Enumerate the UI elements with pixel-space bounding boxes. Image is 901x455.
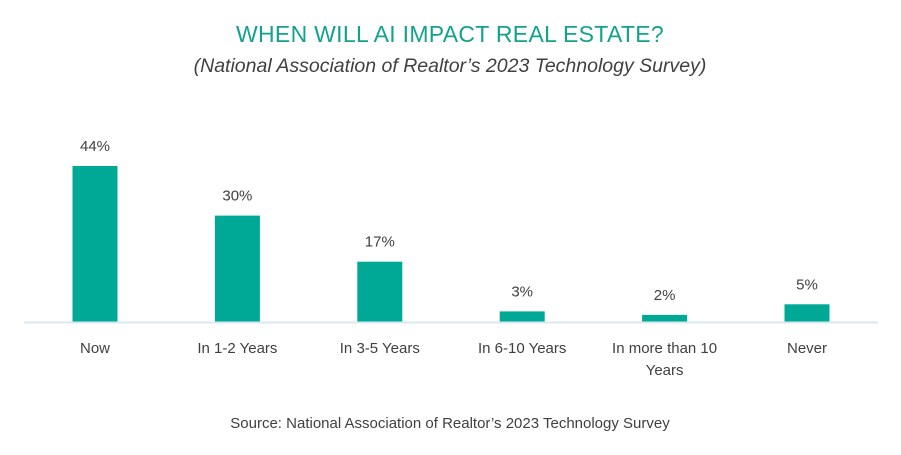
bar xyxy=(214,215,260,322)
x-tick-label: Never xyxy=(787,340,827,357)
data-label: 2% xyxy=(654,287,676,304)
source-note: Source: National Association of Realtor’… xyxy=(230,415,670,432)
labels-group: 44% Now 30% In 1-2 Years 17% In 3-5 Years 3% In… xyxy=(80,138,827,379)
bar xyxy=(72,166,118,322)
data-label: 44% xyxy=(80,138,110,155)
data-label: 30% xyxy=(222,188,252,205)
bar xyxy=(642,314,688,322)
chart-subtitle: (National Association of Realtor’s 2023 … xyxy=(194,55,707,77)
bar xyxy=(357,261,403,322)
chart-title: WHEN WILL AI IMPACT REAL ESTATE? xyxy=(236,21,664,47)
x-tick-label: Now xyxy=(80,340,110,357)
x-tick-label: In 1-2 Years xyxy=(197,340,277,357)
bar xyxy=(784,304,830,322)
x-tick-label: Years xyxy=(646,362,684,379)
x-tick-label: In 3-5 Years xyxy=(340,340,420,357)
bars-group xyxy=(72,166,830,322)
x-tick-label: In 6-10 Years xyxy=(478,340,566,357)
data-label: 17% xyxy=(365,234,395,251)
x-tick-label: In more than 10 xyxy=(612,340,717,357)
data-label: 5% xyxy=(796,276,818,293)
bar xyxy=(499,311,545,322)
data-label: 3% xyxy=(511,283,533,300)
